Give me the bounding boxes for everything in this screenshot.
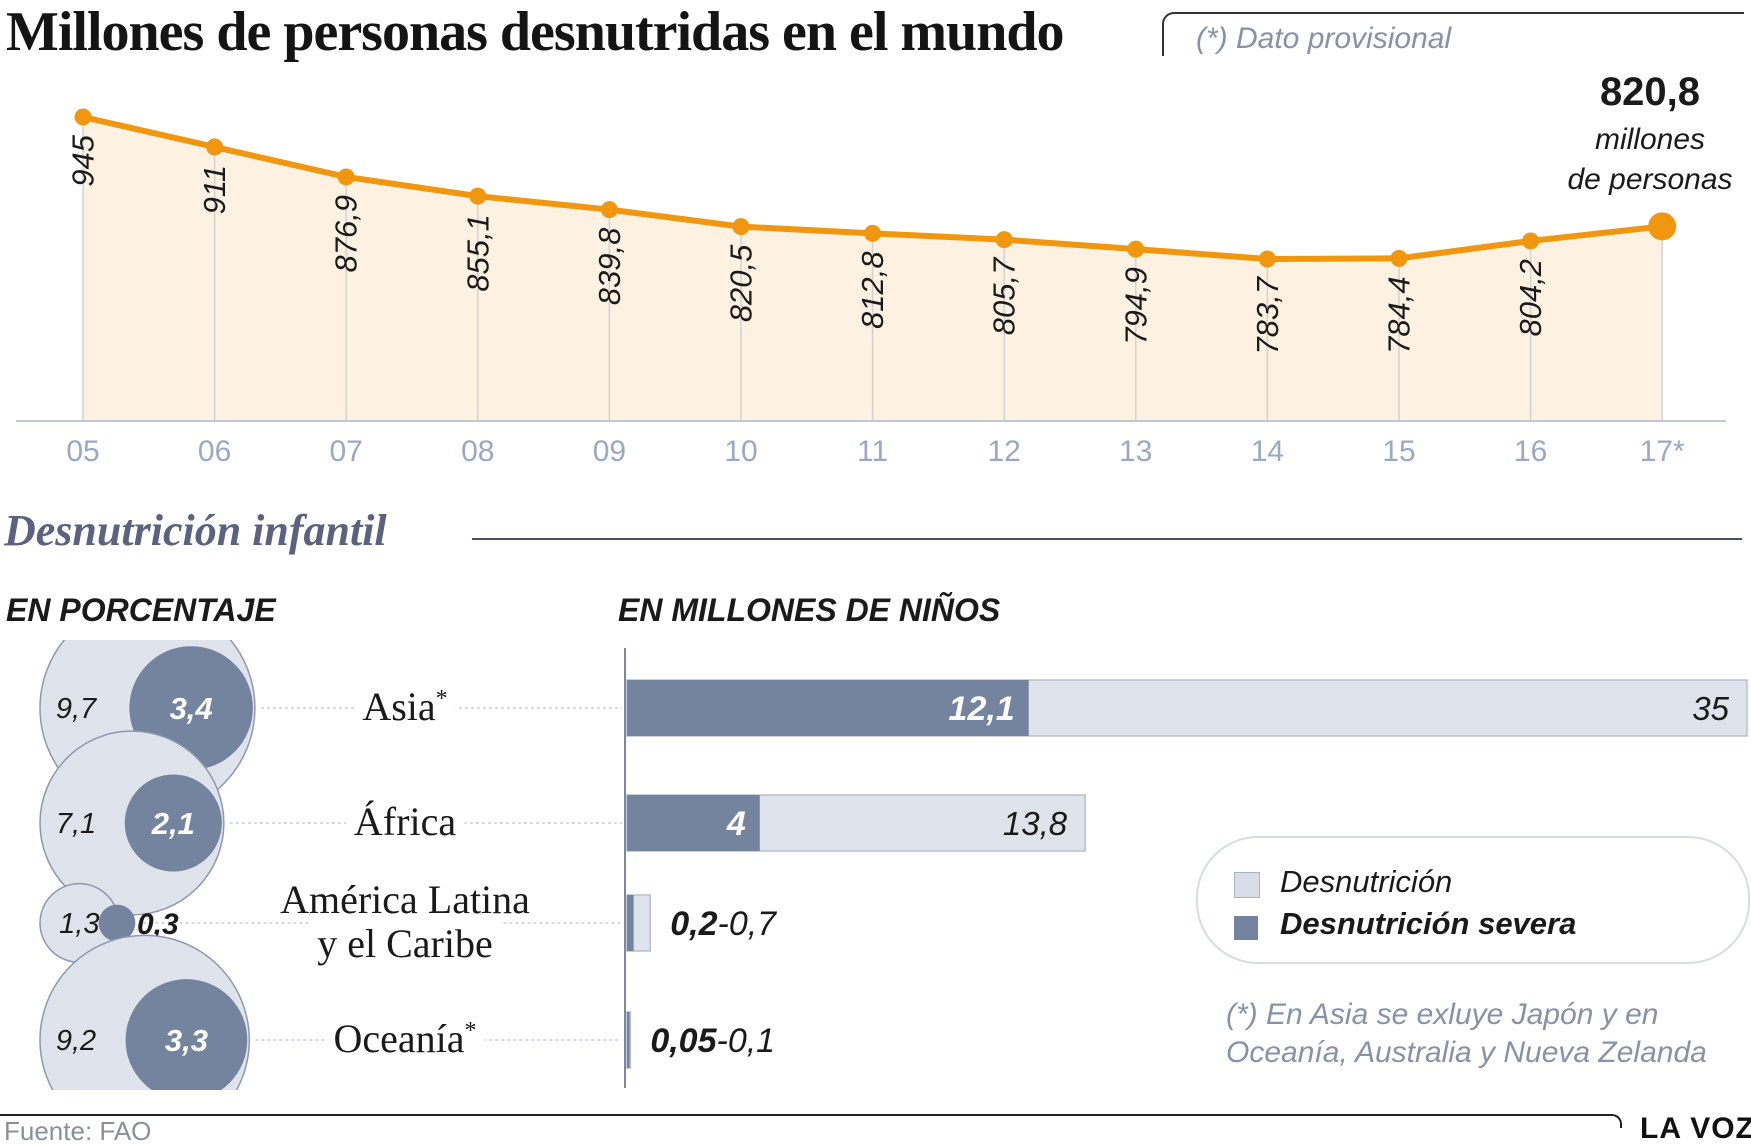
- provisional-note: (*) Dato provisional: [1196, 22, 1452, 55]
- bar-severe: [627, 680, 1029, 736]
- bar-label-undernutrition: -0,7: [718, 905, 778, 943]
- final-unit-line1: millones: [1594, 123, 1706, 156]
- bubble-label-severe: 3,3: [165, 1023, 208, 1058]
- x-tick-label: 09: [593, 435, 626, 468]
- data-point: [337, 168, 355, 186]
- bubble-severe: [98, 904, 136, 942]
- subtitle-percent: EN PORCENTAJE: [6, 592, 276, 628]
- x-tick-label: 17*: [1640, 435, 1685, 468]
- bubble-severe: [124, 774, 222, 872]
- line-chart: 945 05 911 06 876,9 07 855,1 08 839,8 09 820,5 10 81…: [16, 108, 1726, 468]
- data-point: [1390, 249, 1408, 267]
- data-point: [469, 187, 487, 205]
- data-label: 945: [66, 134, 101, 186]
- category-label: Oceanía*: [333, 1016, 476, 1061]
- source-label: Fuente: FAO: [4, 1116, 152, 1146]
- x-tick-label: 08: [461, 435, 494, 468]
- bubble-label-undernutrition: 9,2: [56, 1025, 96, 1057]
- data-point: [74, 108, 92, 126]
- bar-label-severe: 12,1: [949, 690, 1015, 728]
- data-label: 820,5: [724, 244, 759, 322]
- category-label: América Latina: [280, 877, 530, 922]
- category-label: Asia*: [362, 684, 447, 729]
- x-tick-label: 06: [198, 435, 231, 468]
- legend-label-severe: Desnutrición severa: [1280, 906, 1577, 941]
- data-label: 804,2: [1513, 259, 1548, 337]
- bubble-label-undernutrition: 7,1: [56, 808, 96, 840]
- x-tick-label: 14: [1251, 435, 1284, 468]
- category-label-bg: [325, 1016, 485, 1061]
- footer-rule: [0, 1114, 1622, 1128]
- bar-label-severe: 0,05: [650, 1022, 717, 1060]
- category-label-bg: [354, 684, 456, 729]
- legend: Desnutrición Desnutrición severa: [1196, 836, 1750, 964]
- bubble-severe: [125, 979, 248, 1090]
- data-point: [1127, 240, 1145, 258]
- bar-label-pair: 0,05-0,1: [650, 1022, 775, 1060]
- x-tick-label: 07: [330, 435, 363, 468]
- subtitle-millions: EN MILLONES DE NIÑOS: [618, 592, 1001, 628]
- x-tick-label: 16: [1514, 435, 1547, 468]
- data-point: [732, 218, 750, 236]
- data-point: [1522, 232, 1540, 250]
- section-title: Desnutrición infantil: [4, 506, 387, 555]
- data-point: [206, 138, 224, 156]
- final-value-label: 820,8: [1599, 70, 1701, 114]
- bubble-label-undernutrition: 1,3: [59, 908, 99, 940]
- x-tick-label: 15: [1382, 435, 1415, 468]
- bubble-label-undernutrition: 9,7: [56, 693, 98, 725]
- data-label: 805,7: [987, 256, 1022, 335]
- category-label-bg: [345, 799, 465, 844]
- footnote: (*) En Asia se exluye Japón y en Oceanía…: [1226, 998, 1707, 1069]
- bar-label-severe: 0,2: [670, 905, 717, 943]
- brand-logo: LA VOZ: [1640, 1112, 1751, 1145]
- data-label: 839,8: [592, 227, 627, 305]
- bar-severe: [627, 1012, 630, 1068]
- category-label: y el Caribe: [317, 921, 493, 966]
- x-tick-label: 11: [857, 435, 888, 468]
- data-point: [864, 224, 882, 242]
- data-label: 855,1: [460, 214, 495, 292]
- x-tick-label: 10: [724, 435, 757, 468]
- category-label: África: [354, 799, 456, 844]
- data-point: [995, 231, 1013, 249]
- legend-swatch-severe: [1234, 916, 1258, 940]
- x-tick-label: 13: [1119, 435, 1152, 468]
- bar-label-pair: 0,2-0,7: [670, 905, 777, 943]
- data-label: 794,9: [1118, 267, 1153, 345]
- page-title: Millones de personas desnutridas en el m…: [6, 1, 1064, 63]
- legend-label-undernutrition: Desnutrición: [1280, 864, 1453, 899]
- bubble-label-severe: 3,4: [170, 691, 213, 726]
- bar-label-severe: 4: [726, 805, 746, 843]
- data-label: 783,7: [1250, 275, 1285, 354]
- bar-label-undernutrition: -0,1: [717, 1022, 776, 1060]
- final-unit-line2: de personas: [1567, 163, 1733, 196]
- category-label-bg: [309, 921, 501, 966]
- category-label-bg: [272, 877, 539, 922]
- bar-label-undernutrition: 35: [1692, 690, 1729, 727]
- data-label: 812,8: [855, 251, 890, 329]
- legend-swatch-undernutrition: [1234, 872, 1260, 898]
- data-point: [1648, 212, 1677, 241]
- data-label: 911: [197, 165, 232, 214]
- x-tick-label: 05: [66, 435, 99, 468]
- bar-label-undernutrition: 13,8: [1003, 805, 1068, 842]
- bar-severe: [627, 895, 634, 951]
- note-bracket: [1162, 12, 1744, 56]
- bubble-label-severe: 2,1: [151, 806, 195, 841]
- data-label: 876,9: [329, 195, 364, 273]
- final-value-unit: millones de personas: [1535, 120, 1751, 200]
- section-divider: [472, 538, 1742, 540]
- data-point: [1258, 250, 1276, 268]
- data-label: 784,4: [1382, 276, 1417, 354]
- x-tick-label: 12: [988, 435, 1021, 468]
- bar-severe: [627, 795, 760, 851]
- data-point: [600, 201, 618, 219]
